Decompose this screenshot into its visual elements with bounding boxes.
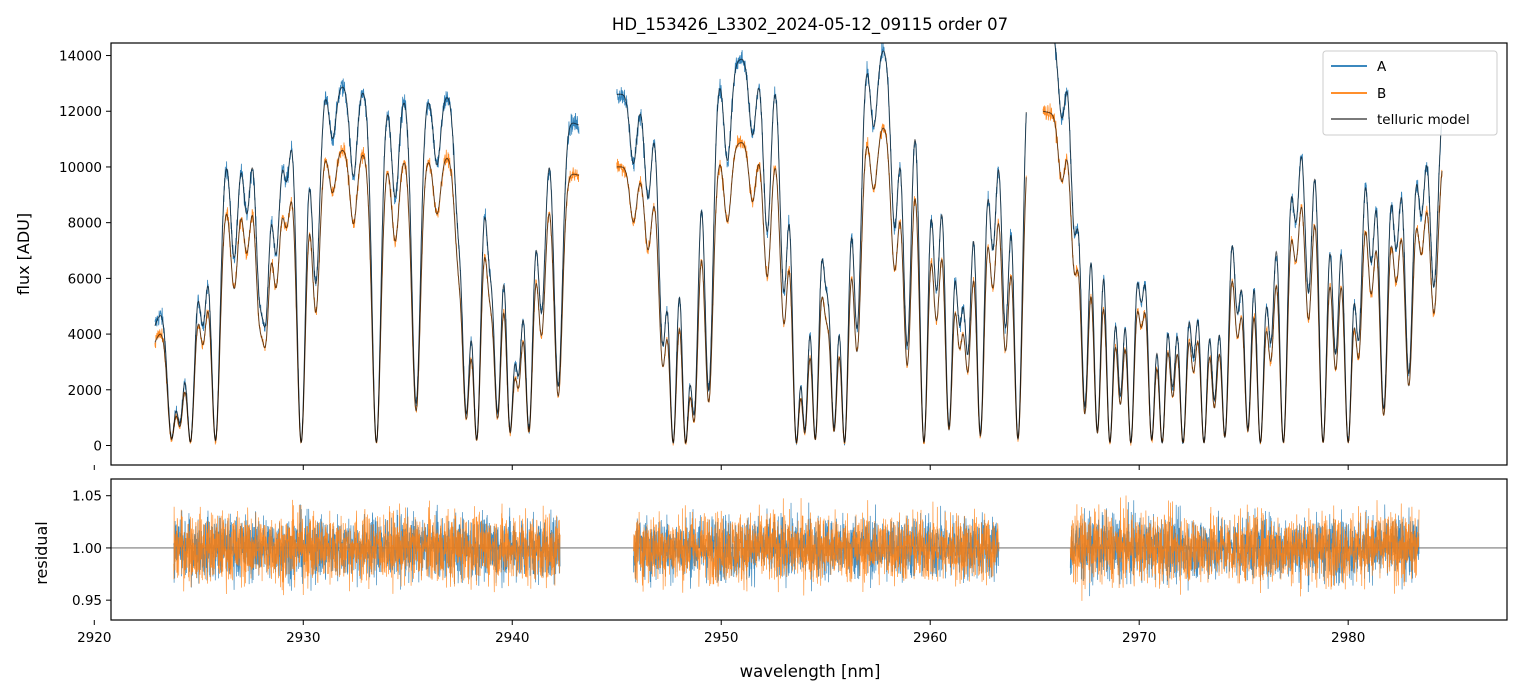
residual-line-b-segment-2 (1069, 495, 1420, 601)
telluric-model-line (154, 43, 1443, 445)
flux-y-ticks: 0 2000 4000 6000 8000 10000 12000 14000 (59, 49, 111, 455)
flux-y-axis-label: flux [ADU] (14, 213, 33, 295)
residual-y-axis-label: residual (32, 521, 51, 584)
flux-panel-frame (110, 42, 1508, 466)
x-axis-label: wavelength [nm] (740, 662, 881, 681)
residual-y-tick-label: 1.00 (72, 541, 102, 557)
flux-y-tick-label: 4000 (68, 327, 102, 343)
x-tick-label: 2950 (704, 630, 738, 646)
flux-y-tick-label: 6000 (68, 271, 102, 287)
telluric-model-line-b-segment-0 (154, 149, 580, 444)
telluric-model-line-b-segment-2 (1042, 110, 1443, 444)
legend-box (1322, 50, 1498, 136)
flux-y-tick-label: 2000 (68, 383, 102, 399)
legend: A B telluric model (1322, 50, 1498, 136)
chart-title: HD_153426_L3302_2024-05-12_09115 order 0… (612, 15, 1008, 35)
legend-label-b: B (1377, 86, 1386, 102)
residual-y-ticks: 0.95 1.00 1.05 (72, 489, 111, 609)
legend-label-a: A (1377, 59, 1387, 75)
residual-y-tick-label: 1.05 (72, 489, 102, 505)
x-tick-label: 2980 (1331, 630, 1365, 646)
x-tick-label: 2960 (913, 630, 947, 646)
residual-x-ticks: 2920 2930 2940 2950 2960 2970 2980 (77, 620, 1365, 646)
residual-line-b-segment-1 (633, 498, 1000, 596)
x-tick-label: 2940 (495, 630, 529, 646)
legend-label-telluric: telluric model (1377, 112, 1470, 128)
residual-panel-frame (110, 478, 1508, 621)
flux-y-tick-label: 14000 (59, 49, 102, 65)
telluric-model-line-b-segment-1 (616, 127, 1027, 445)
residual-series-b (173, 495, 1420, 601)
flux-panel: 0 2000 4000 6000 8000 10000 12000 14000 flux [A… (14, 42, 1508, 470)
x-tick-label: 2930 (286, 630, 320, 646)
x-tick-label: 2920 (77, 630, 111, 646)
flux-y-tick-label: 8000 (68, 216, 102, 232)
x-tick-label: 2970 (1122, 630, 1156, 646)
residual-y-tick-label: 0.95 (72, 593, 102, 609)
flux-y-tick-label: 10000 (59, 160, 102, 176)
residual-line-b-segment-0 (173, 499, 561, 596)
flux-y-tick-label: 12000 (59, 104, 102, 120)
residual-panel: 0.95 1.00 1.05 2920 2930 2940 2950 2960 2970 298… (32, 478, 1508, 681)
flux-x-ticks (93, 465, 1349, 470)
flux-y-tick-label: 0 (93, 439, 102, 455)
